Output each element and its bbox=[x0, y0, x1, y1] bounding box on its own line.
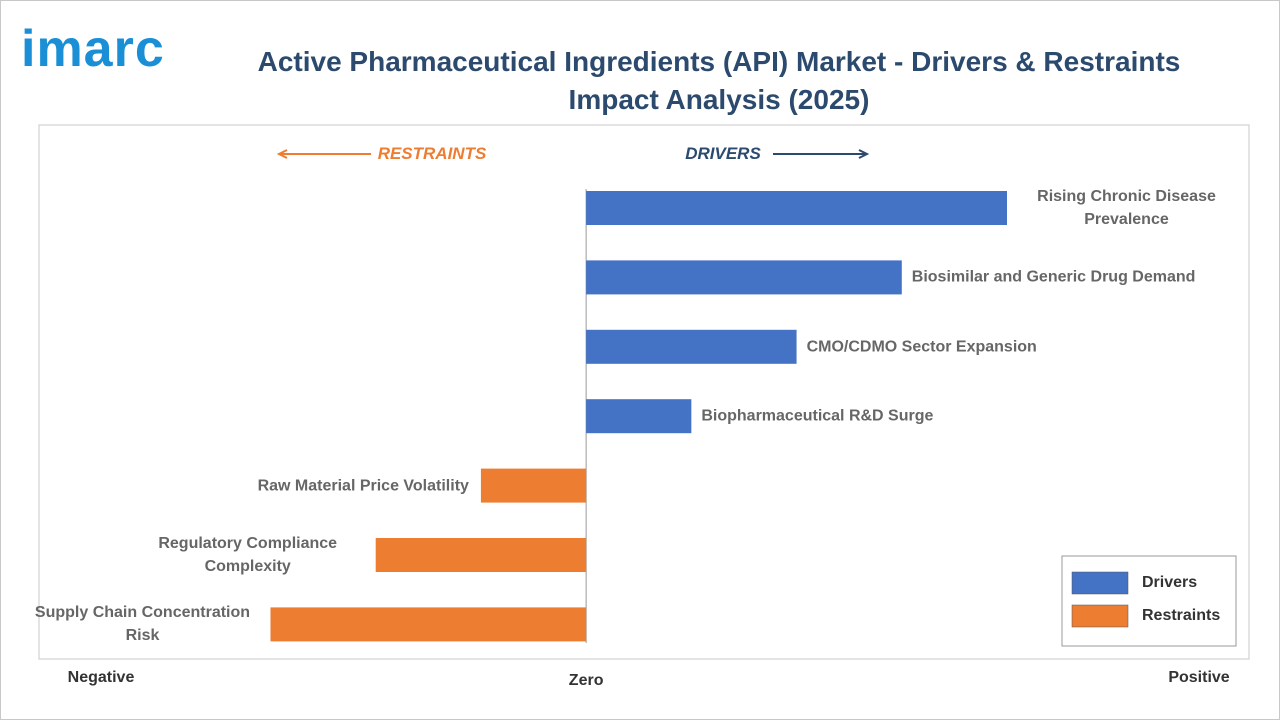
annotation: DRIVERS bbox=[685, 144, 761, 163]
bar bbox=[270, 607, 587, 642]
annotation: RESTRAINTS bbox=[377, 144, 487, 163]
legend-box bbox=[1061, 555, 1237, 647]
category-label: CMO/CDMO Sector Expansion bbox=[806, 338, 1037, 356]
legend-swatch bbox=[1071, 571, 1129, 595]
bar bbox=[586, 191, 1007, 225]
category-label: Supply Chain Concentration Risk bbox=[34, 604, 251, 645]
logo: imarc bbox=[21, 20, 165, 78]
category-label: Regulatory Compliance Complexity bbox=[158, 535, 338, 575]
bar bbox=[375, 538, 587, 572]
legend-label: Drivers bbox=[1142, 574, 1198, 591]
restraints-arrow bbox=[276, 149, 371, 159]
plot-frame bbox=[38, 124, 1250, 660]
chart-title: Active Pharmaceutical Ingredients (API) … bbox=[257, 46, 1181, 115]
category-label: Biopharmaceutical R&D Surge bbox=[701, 407, 934, 425]
bar bbox=[586, 260, 902, 295]
legend-swatch bbox=[1071, 604, 1129, 628]
axis-label: Positive bbox=[1168, 669, 1230, 686]
bar bbox=[586, 329, 797, 364]
bar bbox=[480, 468, 587, 503]
category-label: Biosimilar and Generic Drug Demand bbox=[911, 268, 1196, 286]
axis-label: Zero bbox=[568, 672, 604, 689]
category-label: Raw Material Price Volatility bbox=[257, 477, 469, 495]
bar bbox=[586, 399, 692, 434]
axis-label: Negative bbox=[67, 669, 135, 686]
drivers-arrow bbox=[773, 149, 870, 159]
category-label: Rising Chronic Disease Prevalence bbox=[1037, 188, 1216, 228]
legend-label: Restraints bbox=[1142, 607, 1221, 624]
